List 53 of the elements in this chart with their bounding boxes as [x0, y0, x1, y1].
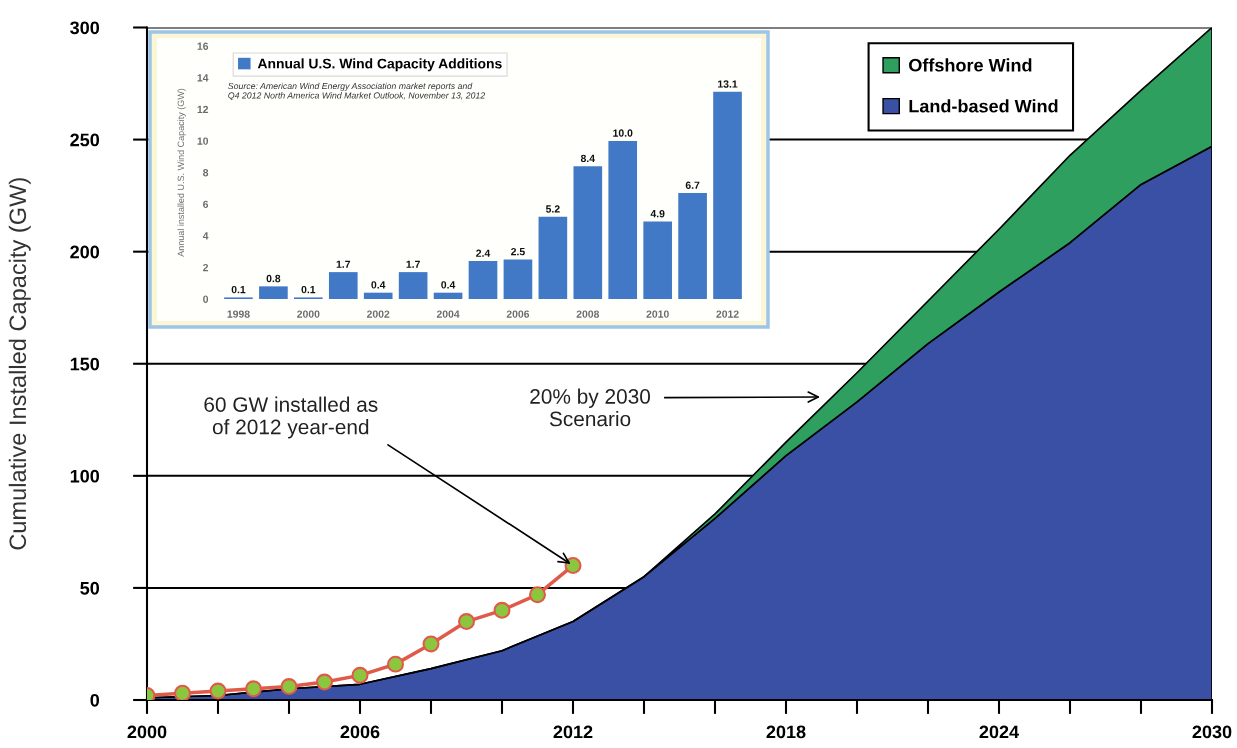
x-tick-label: 2018 — [766, 725, 806, 739]
y-axis-title: Annual installed U.S. Wind Capacity (GW) — [177, 88, 186, 257]
x-tick-label: 2012 — [716, 310, 739, 318]
y-tick-label: 100 — [70, 469, 100, 483]
data-label: 2.4 — [476, 249, 491, 257]
y-axis-title: Cumulative Installed Capacity (GW) — [8, 178, 31, 550]
data-label: 0.1 — [301, 285, 316, 294]
data-label: 1.7 — [336, 260, 351, 268]
data-label: 0.1 — [231, 285, 246, 294]
x-tick-label: 2000 — [127, 725, 167, 739]
data-label: 6.7 — [685, 181, 700, 189]
y-tick-label: 300 — [70, 21, 100, 35]
data-label: 5.2 — [545, 205, 560, 213]
y-tick-label: 250 — [70, 133, 100, 147]
data-label: 0.8 — [266, 274, 281, 283]
y-tick-label: 6 — [203, 200, 209, 208]
y-tick-label: 2 — [203, 263, 209, 272]
data-label: 8.4 — [580, 154, 595, 163]
legend-label: Land-based Wind — [909, 99, 1058, 113]
x-tick-label: 2012 — [553, 725, 593, 739]
y-tick-label: 50 — [80, 581, 100, 595]
x-tick-label: 1998 — [227, 310, 250, 318]
data-label: 0.4 — [441, 281, 456, 289]
x-tick-label: 2002 — [366, 310, 390, 318]
y-tick-label: 16 — [197, 42, 209, 50]
x-tick-label: 2006 — [340, 725, 380, 739]
annotation: 60 GW installed as of 2012 year-end — [204, 396, 378, 439]
y-tick-label: 200 — [70, 245, 100, 259]
data-label: 2.5 — [511, 247, 525, 256]
data-label: 13.1 — [718, 80, 738, 88]
data-label: 4.9 — [650, 210, 665, 218]
x-tick-label: 2024 — [979, 725, 1019, 739]
x-tick-label: 2006 — [506, 310, 530, 318]
y-tick-label: 0 — [203, 295, 209, 303]
data-label: 10.0 — [613, 129, 633, 137]
legend-label: Offshore Wind — [909, 58, 1032, 72]
annotation: Source: American Wind Energy Association market reports and Q4 2012 North America Wind Market Outlook, November 13, 2012 — [228, 82, 486, 101]
y-tick-label: 4 — [202, 232, 209, 240]
x-tick-label: 2010 — [646, 310, 669, 318]
annotation: 20% by 2030 Scenario — [530, 388, 651, 427]
legend-label: Annual U.S. Wind Capacity Additions — [257, 58, 502, 72]
x-tick-label: 2030 — [1192, 725, 1232, 739]
y-tick-label: 12 — [197, 105, 209, 114]
y-tick-label: 0 — [90, 693, 100, 707]
y-tick-label: 150 — [70, 357, 100, 371]
y-tick-label: 14 — [197, 74, 209, 82]
y-tick-label: 8 — [203, 169, 209, 177]
data-label: 1.7 — [406, 260, 420, 268]
x-tick-label: 2004 — [436, 310, 460, 318]
x-tick-label: 2008 — [576, 310, 600, 318]
x-tick-label: 2000 — [297, 310, 320, 318]
data-label: 0.4 — [371, 281, 386, 289]
y-tick-label: 10 — [197, 137, 209, 145]
